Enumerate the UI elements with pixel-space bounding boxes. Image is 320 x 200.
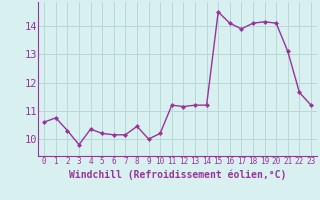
X-axis label: Windchill (Refroidissement éolien,°C): Windchill (Refroidissement éolien,°C) [69,169,286,180]
